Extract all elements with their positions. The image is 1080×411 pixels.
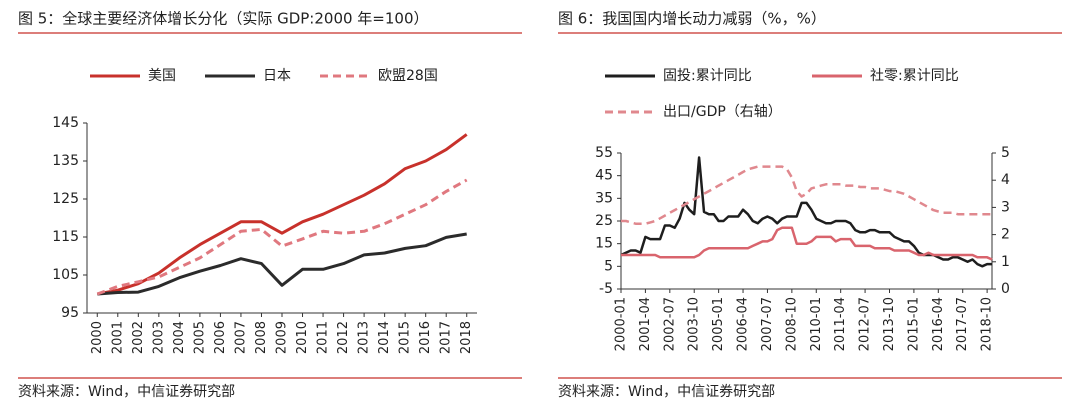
y-tick-label: 55 [595, 145, 613, 161]
x-tick-label: 2007 [233, 321, 248, 354]
x-tick-label: 2000 [90, 321, 105, 354]
x-tick-label: 2016-04 [931, 297, 946, 351]
legend-label: 社零:累计同比 [870, 68, 959, 84]
y-tick-label: 95 [61, 305, 79, 321]
x-tick-label: 2006-04 [736, 297, 751, 351]
x-tick-label: 2001 [110, 321, 125, 354]
y-tick-label: 145 [52, 115, 79, 131]
series-line [97, 133, 468, 296]
y2-tick-label: 0 [1001, 281, 1010, 297]
y-tick-label: 35 [595, 190, 613, 206]
x-tick-label: 2002 [131, 321, 146, 354]
y2-tick-label: 3 [1001, 199, 1010, 215]
x-tick-label: 2008-10 [784, 297, 799, 351]
y-tick-label: 115 [52, 229, 79, 245]
x-tick-label: 2014 [377, 321, 392, 354]
x-tick-label: 2012 [336, 321, 351, 354]
x-tick-label: 2015-01 [906, 297, 921, 351]
chart-title: 图 5：全球主要经济体增长分化（实际 GDP:2000 年=100） [18, 10, 429, 28]
x-tick-label: 2015 [398, 321, 413, 354]
x-tick-label: 2002-07 [662, 297, 677, 351]
x-tick-label: 2011-04 [833, 297, 848, 351]
legend-label: 欧盟28国 [378, 68, 438, 84]
x-tick-label: 2006 [213, 321, 228, 354]
y-tick-label: 25 [595, 213, 613, 229]
legend-label: 固投:累计同比 [663, 68, 752, 84]
x-tick-label: 2018-10 [980, 297, 995, 351]
y-tick-label: 135 [52, 153, 79, 169]
x-tick-label: 2009 [275, 321, 290, 354]
x-tick-label: 2011 [316, 321, 331, 354]
x-tick-label: 2017 [439, 321, 454, 354]
y2-tick-label: 2 [1001, 227, 1010, 243]
x-tick-label: 2018 [459, 321, 474, 354]
y2-tick-label: 5 [1001, 145, 1010, 161]
x-tick-label: 2005-01 [711, 297, 726, 351]
x-tick-label: 2007-07 [760, 297, 775, 351]
x-tick-label: 2010-01 [809, 297, 824, 351]
y2-tick-label: 4 [1001, 172, 1010, 188]
x-tick-label: 2016 [418, 321, 433, 354]
x-tick-label: 2004 [172, 321, 187, 354]
y-tick-label: 5 [604, 258, 613, 274]
x-tick-label: 2017-07 [955, 297, 970, 351]
y2-tick-label: 1 [1001, 254, 1010, 270]
chart-title: 图 6：我国国内增长动力减弱（%，%） [558, 10, 826, 28]
x-tick-label: 2010 [295, 321, 310, 354]
x-tick-label: 2003 [151, 321, 166, 354]
x-tick-label: 2013-10 [882, 297, 897, 351]
x-tick-label: 2008 [254, 321, 269, 354]
series-line [621, 165, 992, 225]
y-tick-label: 45 [595, 168, 613, 184]
y-tick-label: 125 [52, 191, 79, 207]
y-tick-label: 105 [52, 267, 79, 283]
legend-label: 日本 [263, 68, 291, 84]
series-line [621, 226, 993, 261]
x-tick-label: 2013 [357, 321, 372, 354]
series-line [96, 178, 468, 296]
x-tick-label: 2003-10 [687, 297, 702, 351]
source: 资料来源：Wind，中信证券研究部 [18, 384, 235, 400]
series-line [97, 232, 467, 296]
x-tick-label: 2005 [192, 321, 207, 354]
source: 资料来源：Wind，中信证券研究部 [558, 384, 775, 400]
x-tick-label: 2000-01 [614, 297, 629, 351]
y-tick-label: 15 [595, 236, 613, 252]
series-line [620, 156, 992, 268]
legend-label: 出口/GDP（右轴） [663, 104, 782, 120]
y-tick-label: -5 [599, 281, 613, 297]
legend-label: 美国 [148, 68, 176, 84]
x-tick-label: 2001-04 [638, 297, 653, 351]
x-tick-label: 2012-07 [858, 297, 873, 351]
